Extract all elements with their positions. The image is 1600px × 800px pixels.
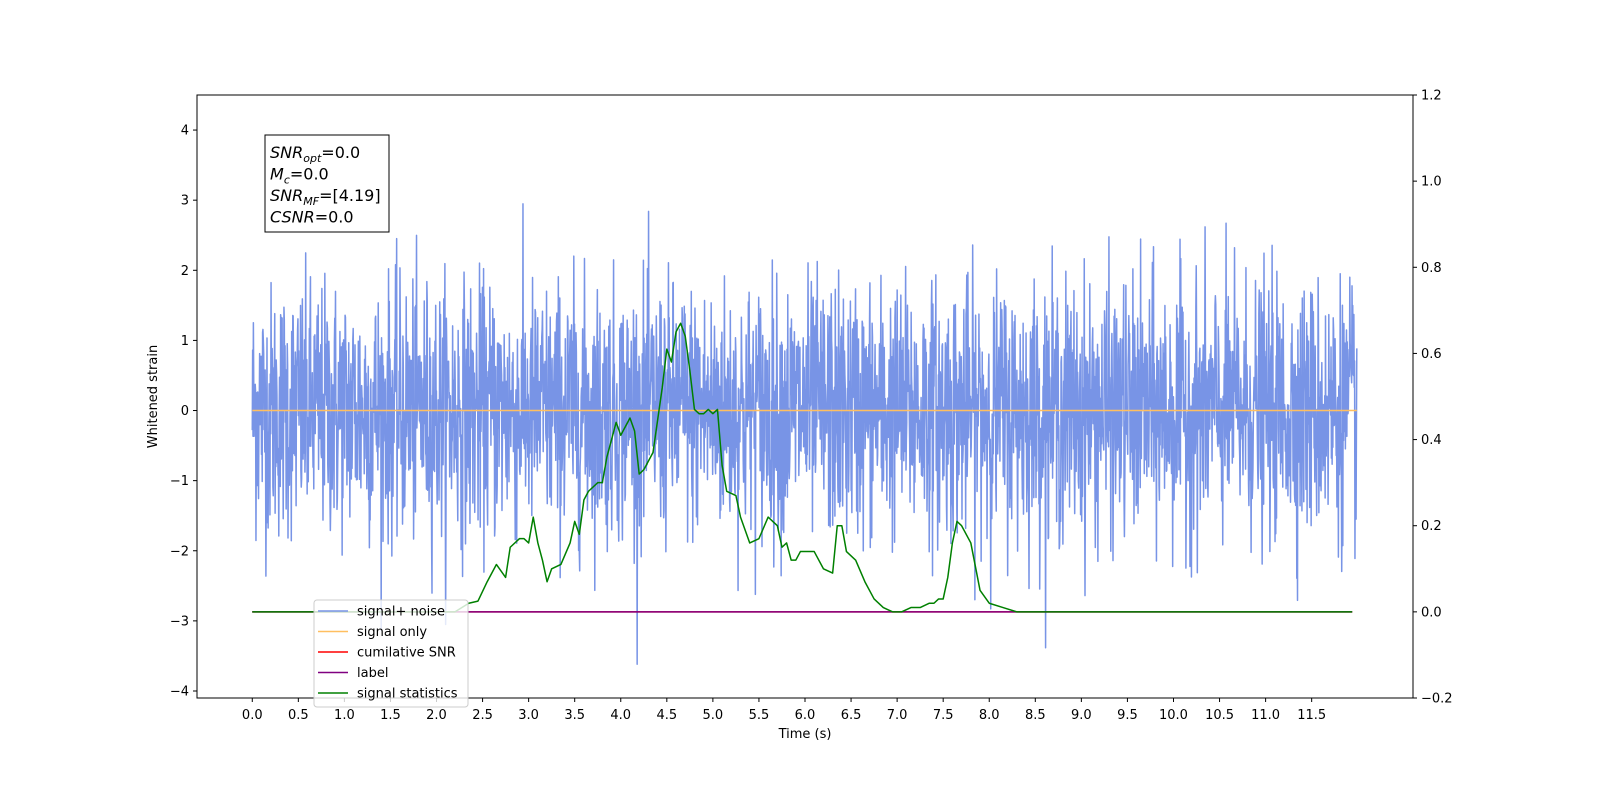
- stats-symbol: SNR: [270, 186, 303, 205]
- x-tick-label: 11.5: [1297, 708, 1326, 723]
- data-layer: [251, 203, 1358, 666]
- x-tick-label: 4.0: [610, 708, 631, 723]
- stats-value: =0.0: [315, 208, 354, 227]
- x-tick-label: 2.0: [426, 708, 447, 723]
- y2-tick-label: 1.0: [1421, 175, 1442, 190]
- series-group: [251, 203, 1358, 666]
- x-tick-label: 7.0: [887, 708, 908, 723]
- y-tick-label: 3: [181, 194, 189, 209]
- y-axis-left: −4 −3 −2 −1 0 1 2 3 4: [170, 124, 197, 699]
- y2-tick-label: 0.8: [1421, 261, 1442, 276]
- legend-label: signal statistics: [357, 687, 458, 702]
- stats-line: SNRopt=0.0: [270, 143, 360, 165]
- x-tick-label: 8.5: [1025, 708, 1046, 723]
- stats-symbol: M: [270, 165, 284, 184]
- x-tick-label: 1.5: [380, 708, 401, 723]
- x-tick-label: 5.5: [749, 708, 770, 723]
- y2-tick-label: −0.2: [1421, 692, 1453, 707]
- stats-value: =[4.19]: [319, 186, 381, 205]
- legend-label: label: [357, 666, 388, 681]
- legend-entry: cumilative SNR: [318, 646, 456, 661]
- y-tick-label: −1: [170, 474, 189, 489]
- y-axis-right: −0.2 0.0 0.2 0.4 0.6 0.8 1.0 1.2: [1413, 89, 1453, 707]
- x-tick-label: 3.0: [518, 708, 539, 723]
- legend-entry: signal only: [318, 625, 427, 640]
- legend-entry: signal statistics: [318, 687, 458, 702]
- x-tick-label: 0.5: [288, 708, 309, 723]
- x-axis: 0.0 0.5 1.0 1.5 2.0 2.5 3.0 3.5 4.0 4.5 5.0 5.5 6.0 6…: [242, 698, 1326, 723]
- x-tick-label: 0.0: [242, 708, 263, 723]
- x-axis-label: Time (s): [778, 727, 832, 742]
- x-tick-label: 11.0: [1251, 708, 1280, 723]
- stats-value: =0.0: [290, 165, 329, 184]
- y-tick-label: 0: [181, 404, 189, 419]
- series-line-0: [251, 203, 1358, 666]
- y-tick-label: 2: [181, 264, 189, 279]
- x-tick-label: 10.5: [1205, 708, 1234, 723]
- stats-symbol: SNR: [270, 143, 303, 162]
- stats-value: =0.0: [321, 143, 360, 162]
- y-axis-label: Whitened strain: [146, 345, 161, 448]
- stats-box-frame: [264, 134, 390, 233]
- y2-tick-label: 0.4: [1421, 433, 1442, 448]
- x-tick-label: 2.5: [472, 708, 493, 723]
- y-tick-label: 1: [181, 334, 189, 349]
- stats-subscript: opt: [303, 152, 322, 165]
- stats-subscript: MF: [303, 195, 319, 208]
- stats-symbol: CSNR: [270, 208, 315, 227]
- y2-tick-label: 0.2: [1421, 519, 1442, 534]
- stats-line: CSNR=0.0: [270, 208, 354, 227]
- legend-frame: [313, 599, 469, 708]
- y2-tick-label: 0.6: [1421, 347, 1442, 362]
- x-tick-label: 10.0: [1159, 708, 1188, 723]
- stats-line: SNRMF=[4.19]: [270, 186, 381, 208]
- x-tick-label: 1.0: [334, 708, 355, 723]
- y-tick-label: −4: [170, 684, 189, 699]
- stats-line: Mc=0.0: [270, 165, 329, 187]
- y2-tick-label: 0.0: [1421, 605, 1442, 620]
- x-tick-label: 9.0: [1071, 708, 1092, 723]
- series-line-4: [252, 322, 1353, 613]
- y2-tick-label: 1.2: [1421, 89, 1442, 104]
- x-tick-label: 6.0: [795, 708, 816, 723]
- legend-label: cumilative SNR: [357, 646, 456, 661]
- x-tick-label: 9.5: [1117, 708, 1138, 723]
- x-tick-label: 4.5: [656, 708, 677, 723]
- stats-subscript: c: [284, 174, 290, 187]
- y-tick-label: 4: [181, 124, 189, 139]
- y-tick-label: −3: [170, 614, 189, 629]
- legend-label: signal+ noise: [357, 605, 445, 620]
- x-tick-label: 6.5: [841, 708, 862, 723]
- y-tick-label: −2: [170, 544, 189, 559]
- legend: signal+ noise signal only cumilative SNR la…: [313, 599, 469, 708]
- legend-label: signal only: [357, 625, 427, 640]
- legend-entry: label: [318, 666, 388, 681]
- x-tick-label: 5.0: [703, 708, 724, 723]
- x-tick-label: 8.0: [979, 708, 1000, 723]
- x-tick-label: 3.5: [564, 708, 585, 723]
- x-tick-label: 7.5: [933, 708, 954, 723]
- legend-entry: signal+ noise: [318, 605, 445, 620]
